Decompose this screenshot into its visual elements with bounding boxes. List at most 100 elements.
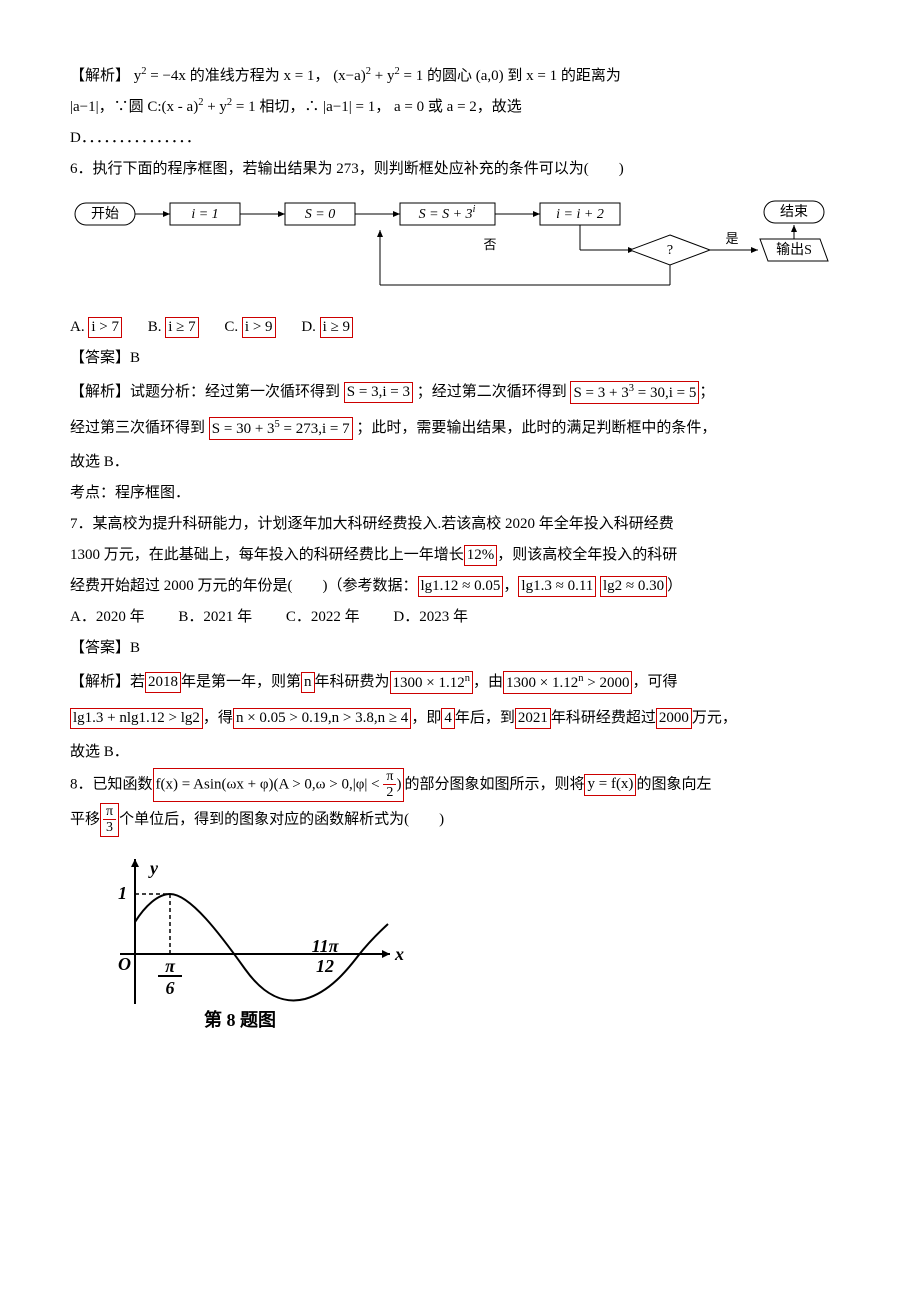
text: 相切，∴ bbox=[259, 99, 319, 115]
math: (x−a) bbox=[333, 68, 366, 84]
ref-data: lg1.3 ≈ 0.11 bbox=[518, 576, 596, 598]
x-tick-pi6-num: π bbox=[165, 956, 176, 976]
text: ； bbox=[699, 384, 714, 400]
opt-a-value: i > 7 bbox=[88, 317, 122, 339]
opt-b: B．2021 年 bbox=[178, 609, 252, 625]
text: 经过第三次循环得到 bbox=[70, 420, 205, 436]
q7-answer: 【答案】B bbox=[70, 633, 850, 663]
text: ；此时，需要输出结果，此时的满足判断框中的条件， bbox=[356, 420, 716, 436]
ref-data: lg2 ≈ 0.30 bbox=[600, 576, 667, 598]
text: 或 bbox=[428, 99, 443, 115]
text: ，可得 bbox=[632, 674, 677, 690]
opt-d-label: D. bbox=[301, 319, 316, 335]
q6-flowchart: 开始 i = 1 S = 0 S = S + 3i i = i + 2 ? 否 … bbox=[70, 185, 850, 311]
expr: lg1.3 + nlg1.12 > lg2 bbox=[70, 708, 203, 730]
expr: S = 3,i = 3 bbox=[344, 382, 413, 404]
text: 年科研经费超过 bbox=[551, 710, 656, 726]
text: 的准线方程为 bbox=[190, 68, 280, 84]
exp-2: 2 bbox=[366, 66, 371, 77]
opt-d: D．2023 年 bbox=[393, 609, 468, 625]
text: 的图象向左 bbox=[636, 776, 711, 792]
text: 已知函数 bbox=[93, 776, 153, 792]
text: 年后，到 bbox=[455, 710, 515, 726]
q6-options: A. i > 7 B. i ≥ 7 C. i > 9 D. i ≥ 9 bbox=[70, 312, 850, 342]
x-tick-11pi12-den: 12 bbox=[316, 956, 334, 976]
origin-label: O bbox=[118, 954, 131, 974]
shift-amount: π3 bbox=[100, 803, 119, 837]
q6-topic: 考点：程序框图． bbox=[70, 478, 850, 508]
question-text: 某高校为提升科研能力，计划逐年加大科研经费投入.若该高校 2020 年全年投入科… bbox=[93, 516, 674, 532]
math: C:(x - a) bbox=[147, 99, 198, 115]
exp-2: 2 bbox=[227, 97, 232, 108]
text: ） bbox=[667, 578, 682, 594]
question-text: 执行下面的程序框图，若输出结果为 273，则判断框处应补充的条件可以为( ) bbox=[93, 161, 624, 177]
expr: 1300 × 1.12n bbox=[390, 671, 473, 695]
flow-decision: ? bbox=[667, 243, 673, 258]
flow-start: 开始 bbox=[91, 206, 119, 222]
flow-init-s: S = 0 bbox=[305, 207, 335, 222]
x-tick-pi6-den: 6 bbox=[166, 978, 175, 998]
text: 年科研费为 bbox=[315, 674, 390, 690]
math: a = 2 bbox=[447, 99, 477, 115]
axis-x-label: x bbox=[394, 944, 404, 964]
flow-no-label: 否 bbox=[483, 237, 496, 252]
math: = 1 bbox=[404, 68, 424, 84]
flow-incr: i = i + 2 bbox=[556, 207, 604, 222]
num: 2000 bbox=[656, 708, 692, 730]
frac-pi-2: π2 bbox=[383, 769, 396, 801]
exp-2: 2 bbox=[395, 66, 400, 77]
math: + y bbox=[375, 68, 395, 84]
text: 年是第一年，则第 bbox=[181, 674, 301, 690]
text: ， bbox=[503, 578, 518, 594]
text: ，由 bbox=[473, 674, 503, 690]
text: ， bbox=[375, 99, 390, 115]
ref-data: lg1.12 ≈ 0.05 bbox=[418, 576, 504, 598]
q5-explanation-line3: D．．．．．．．．．．．．．．． bbox=[70, 123, 850, 153]
text: 的部分图象如图所示，则将 bbox=[404, 776, 584, 792]
q7-options: A．2020 年 B．2021 年 C．2022 年 D．2023 年 bbox=[70, 602, 850, 632]
flow-accum: S = S + 3i bbox=[419, 204, 476, 222]
text: ；经过第二次循环得到 bbox=[417, 384, 567, 400]
math: x = 1 bbox=[283, 68, 314, 84]
q5-explanation-line2: |a−1|，∵圆 C:(x - a)2 + y2 = 1 相切，∴ |a−1| … bbox=[70, 92, 850, 122]
expr: 1300 × 1.12n > 2000 bbox=[503, 671, 632, 695]
opt-c-label: C. bbox=[224, 319, 238, 335]
label-explanation: 【解析】 bbox=[70, 68, 130, 84]
label-explanation: 【解析】试题分析：经过第一次循环得到 bbox=[70, 384, 340, 400]
flow-init-i: i = 1 bbox=[191, 207, 218, 222]
axis-y-label: y bbox=[148, 858, 159, 878]
text: ，得 bbox=[203, 710, 233, 726]
q7-explanation: 【解析】若2018年是第一年，则第n年科研费为1300 × 1.12n，由130… bbox=[70, 664, 850, 736]
text: 1300 万元，在此基础上，每年投入的科研经费比上一年增长 bbox=[70, 547, 464, 563]
var-n: n bbox=[301, 672, 315, 694]
q6-answer: 【答案】B bbox=[70, 343, 850, 373]
opt-a-label: A. bbox=[70, 319, 85, 335]
opt-b-label: B. bbox=[148, 319, 162, 335]
flow-yes-label: 是 bbox=[725, 231, 738, 246]
text: ，即 bbox=[411, 710, 441, 726]
exp-2: 2 bbox=[198, 97, 203, 108]
text: |a−1|，∵圆 bbox=[70, 99, 144, 115]
text: 个单位后，得到的图象对应的函数解析式为( ) bbox=[119, 811, 444, 827]
expr: S = 3 + 33 = 30,i = 5 bbox=[570, 381, 699, 405]
flow-output: 输出S bbox=[760, 239, 828, 261]
q6-explanation: 【解析】试题分析：经过第一次循环得到 S = 3,i = 3 ；经过第二次循环得… bbox=[70, 374, 850, 446]
question-number: 7． bbox=[70, 516, 93, 532]
q8-figure: y 1 O x π 6 11π 12 第 8 题图 bbox=[70, 838, 850, 1045]
text: ， bbox=[314, 68, 329, 84]
svg-text:输出S: 输出S bbox=[776, 242, 812, 258]
text: 到 bbox=[507, 68, 522, 84]
expr: n × 0.05 > 0.19,n > 3.8,n ≥ 4 bbox=[233, 708, 411, 730]
text: ，则该高校全年投入的科研 bbox=[497, 547, 677, 563]
question-number: 6． bbox=[70, 161, 93, 177]
opt-d-value: i ≥ 9 bbox=[320, 317, 353, 339]
text: 的距离为 bbox=[561, 68, 621, 84]
math: x = 1 bbox=[526, 68, 557, 84]
opt-c-value: i > 9 bbox=[242, 317, 276, 339]
expr: S = 30 + 35 = 273,i = 7 bbox=[209, 417, 353, 441]
text: 的圆心 bbox=[427, 68, 472, 84]
x-tick-11pi12-num: 11π bbox=[312, 936, 340, 956]
text: 平移 bbox=[70, 811, 100, 827]
question-number: 8． bbox=[70, 776, 93, 792]
q8-stem-line1: 8．已知函数f(x) = Asin(ωx + φ)(A > 0,ω > 0,|φ… bbox=[70, 768, 850, 802]
